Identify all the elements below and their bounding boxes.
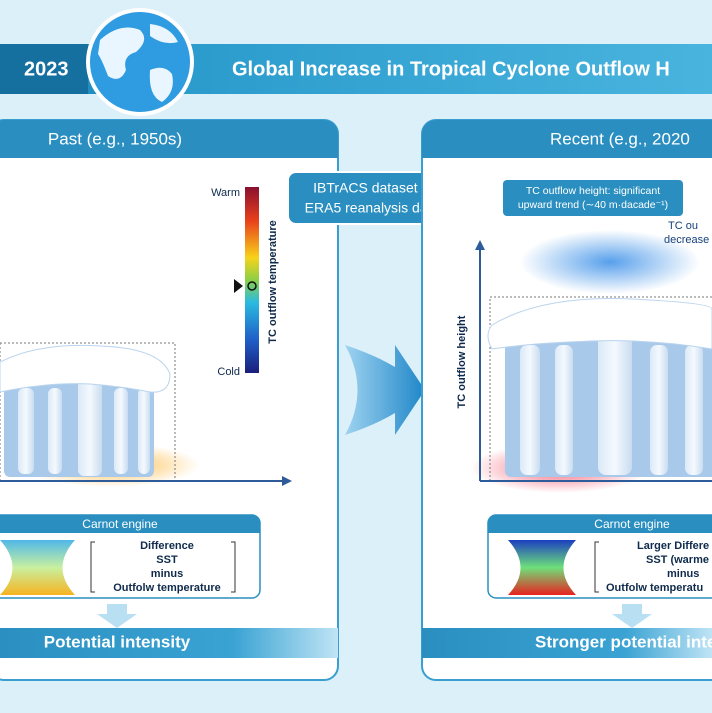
- result-band: [0, 628, 338, 658]
- decoration: [98, 27, 145, 79]
- decoration: [598, 325, 632, 475]
- decoration: [78, 372, 102, 476]
- decoration: [487, 298, 712, 350]
- decoration: [48, 388, 62, 474]
- past-panel: Past (e.g., 1950s) Warm Cold TC outflow …: [0, 119, 339, 681]
- transition-arrow: [345, 345, 425, 435]
- carnot-line: SST: [156, 554, 178, 566]
- trend-note: upward trend (∼40 m·dacade⁻¹): [518, 199, 668, 211]
- data-source: IBTrACS dataset &: [313, 180, 431, 196]
- decoration: [520, 230, 700, 294]
- trend-box: [503, 180, 683, 216]
- decoration: [612, 604, 652, 628]
- result-band: [422, 628, 712, 658]
- decoration: [150, 24, 178, 44]
- colorbar: [245, 187, 259, 373]
- data-source: ERA5 reanalysis data: [305, 200, 440, 216]
- decoration: [0, 120, 338, 158]
- decoration: [97, 604, 137, 628]
- decoration: [138, 388, 150, 474]
- panel-title: Past (e.g., 1950s): [48, 129, 182, 148]
- decoration: [0, 515, 260, 533]
- decoration: [0, 344, 171, 393]
- decoration: [90, 541, 236, 593]
- decoration: [149, 67, 173, 102]
- trend-note: TC outflow height: significant: [526, 185, 660, 197]
- storm-past: [0, 344, 171, 477]
- carnot-title: Carnot engine: [594, 517, 670, 531]
- year: 2023: [24, 58, 69, 80]
- recent-panel: Recent (e.g., 2020 TC outflow height: si…: [421, 119, 712, 681]
- decoration: [475, 240, 485, 250]
- year-band: [0, 44, 88, 94]
- y-axis-title: TC outflow height: [456, 315, 468, 408]
- decoration: [422, 120, 712, 158]
- carnot-line: SST (warme: [646, 554, 709, 566]
- decoration: [685, 345, 703, 475]
- carnot-icon: [0, 540, 75, 595]
- decoration: [247, 281, 257, 291]
- carnot-line: minus: [151, 568, 183, 580]
- result: Potential intensity: [44, 632, 191, 651]
- carnot-line: Larger Differe: [637, 540, 709, 552]
- decoration: [650, 345, 668, 475]
- decoration: [18, 388, 34, 474]
- carnot-title: Carnot engine: [82, 517, 158, 531]
- decoration: [234, 279, 243, 293]
- carnot-line: Difference: [140, 540, 194, 552]
- main-title: Global Increase in Tropical Cyclone Outf…: [232, 58, 670, 80]
- panel-title: Recent (e.g., 2020: [550, 129, 690, 148]
- colorbar-label: TC outflow temperature: [267, 220, 279, 343]
- result: Stronger potential inte: [535, 632, 712, 651]
- side-note: TC ou: [668, 220, 698, 232]
- decoration: [594, 541, 599, 593]
- storm-recent: [487, 298, 712, 477]
- decoration: [555, 345, 573, 475]
- colorbar-top: Warm: [211, 187, 240, 199]
- colorbar-bottom: Cold: [217, 366, 240, 378]
- decoration: [520, 345, 540, 475]
- decoration: [282, 476, 292, 486]
- carnot-icon: [508, 540, 576, 595]
- carnot-line: Outfolw temperatu: [606, 582, 703, 594]
- carnot-line: minus: [667, 568, 699, 580]
- decoration: [488, 515, 712, 533]
- globe: [86, 8, 194, 116]
- carnot-line: Outfolw temperature: [113, 582, 221, 594]
- decoration: [114, 388, 128, 474]
